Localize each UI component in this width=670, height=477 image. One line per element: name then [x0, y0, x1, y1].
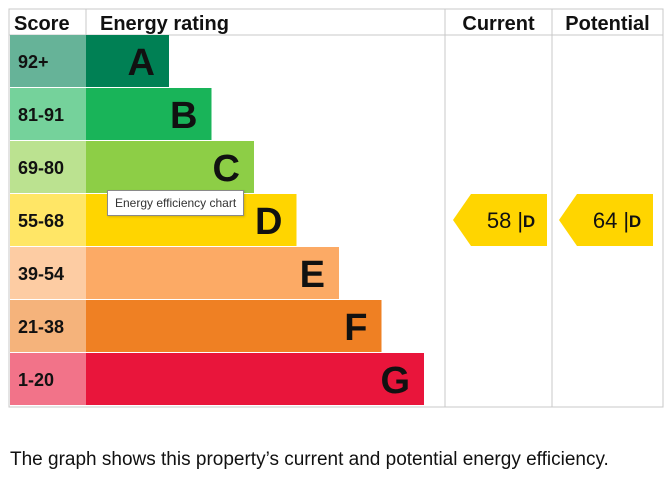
rating-bar-f: [86, 300, 382, 352]
score-label-d: 55-68: [18, 211, 64, 231]
rating-letter-c: C: [213, 148, 240, 190]
current-rating-value: 58 |: [487, 208, 523, 233]
header-energy-rating: Energy rating: [100, 13, 229, 35]
current-rating-letter: D: [523, 212, 535, 231]
rating-bar-g: [86, 353, 424, 405]
header-current: Current: [462, 13, 535, 35]
score-label-a: 92+: [18, 52, 49, 72]
rating-letter-d: D: [255, 201, 282, 243]
rating-bar-e: [86, 247, 339, 299]
score-label-f: 21-38: [18, 317, 64, 337]
score-cell-g: [10, 353, 86, 405]
score-label-e: 39-54: [18, 264, 64, 284]
score-label-c: 69-80: [18, 158, 64, 178]
chart-tooltip: Energy efficiency chart: [107, 190, 245, 216]
rating-letter-a: A: [128, 42, 155, 84]
current-rating-arrow: [453, 194, 547, 246]
score-cell-d: [10, 194, 86, 246]
chart-frame: [8, 8, 664, 408]
score-label-b: 81-91: [18, 105, 64, 125]
potential-rating-letter: D: [629, 212, 641, 231]
rating-letter-e: E: [300, 254, 325, 296]
rating-letter-b: B: [170, 95, 197, 137]
header-score: Score: [14, 13, 70, 35]
score-label-g: 1-20: [18, 370, 54, 390]
rating-bar-a: [86, 35, 169, 87]
score-cell-c: [10, 141, 86, 193]
score-cell-f: [10, 300, 86, 352]
header-potential: Potential: [565, 13, 649, 35]
rating-bar-c: [86, 141, 254, 193]
rating-letter-g: G: [380, 360, 410, 402]
potential-rating-value: 64 |: [593, 208, 629, 233]
chart-caption: The graph shows this property’s current …: [10, 449, 609, 470]
score-cell-b: [10, 88, 86, 140]
rating-bar-b: [86, 88, 212, 140]
rating-letter-f: F: [344, 307, 367, 349]
score-cell-a: [10, 35, 86, 87]
score-cell-e: [10, 247, 86, 299]
potential-rating-arrow: [559, 194, 653, 246]
energy-rating-chart: Score Energy rating Current Potential 92+ A 81…: [8, 8, 664, 408]
